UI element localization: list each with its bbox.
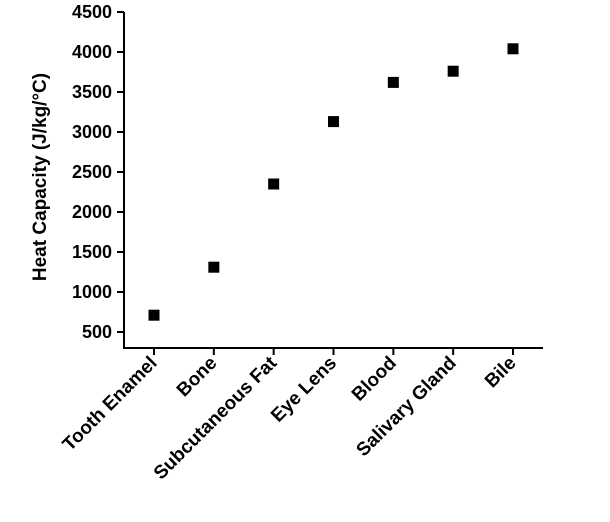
y-tick-label: 4500 bbox=[72, 2, 112, 22]
y-tick-label: 3500 bbox=[72, 82, 112, 102]
y-tick-label: 2500 bbox=[72, 162, 112, 182]
x-category-label: Blood bbox=[348, 353, 401, 406]
data-point bbox=[507, 43, 519, 55]
x-category-label: Bone bbox=[173, 353, 221, 401]
y-tick-label: 4000 bbox=[72, 42, 112, 62]
data-point bbox=[208, 261, 220, 273]
y-ticks: 500 1000 1500 2000 2500 3000 3500 4000 4500 bbox=[72, 2, 124, 342]
data-point bbox=[268, 178, 280, 190]
y-tick-label: 3000 bbox=[72, 122, 112, 142]
data-point bbox=[148, 309, 160, 321]
data-point bbox=[387, 76, 399, 88]
axes bbox=[123, 12, 543, 349]
y-tick-label: 2000 bbox=[72, 202, 112, 222]
y-axis-title: Heat Capacity (J/kg/°C) bbox=[30, 73, 51, 281]
y-tick-label: 500 bbox=[82, 322, 112, 342]
y-tick-label: 1000 bbox=[72, 282, 112, 302]
x-category-label: Eye Lens bbox=[267, 353, 341, 427]
x-category-label: Bile bbox=[481, 353, 520, 392]
data-points bbox=[148, 43, 519, 321]
x-category-label: Tooth Enamel bbox=[59, 353, 162, 456]
y-tick-label: 1500 bbox=[72, 242, 112, 262]
data-point bbox=[447, 65, 459, 77]
data-point bbox=[328, 116, 339, 128]
